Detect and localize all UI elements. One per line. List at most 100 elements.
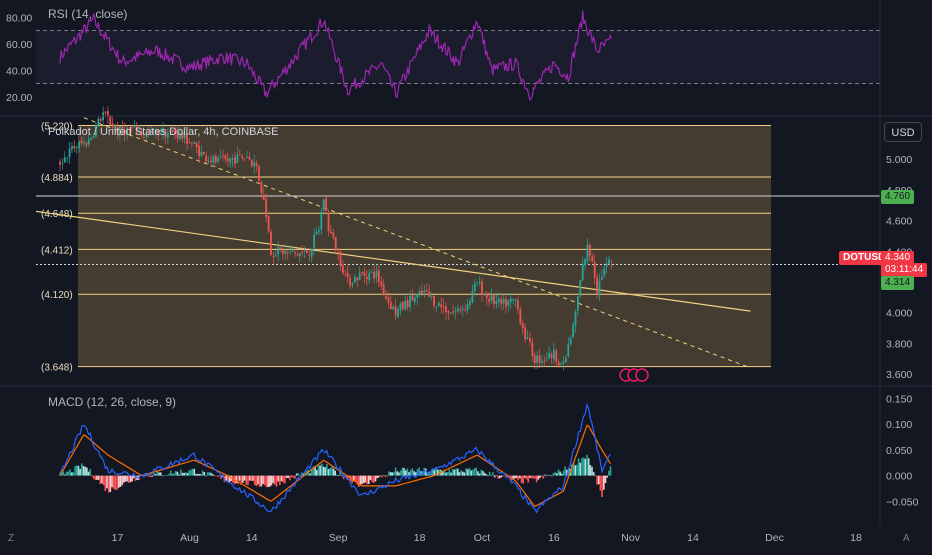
price-legend[interactable]: Polkadot / United States Dollar, 4h, COI… [48,126,279,138]
candle-body [353,276,356,283]
rsi-legend[interactable]: RSI (14, close) [48,7,128,21]
candle-body [344,273,347,275]
macd-histogram-bar [77,465,80,476]
candle-body [524,327,527,340]
candle-body [543,360,546,362]
candle-body [92,136,95,138]
macd-histogram-bar [263,475,266,486]
macd-tick-label: 0.100 [886,419,912,431]
candle-body [277,246,280,255]
macd-histogram-bar [302,473,305,476]
macd-histogram-bar [80,463,83,476]
macd-histogram-bar [196,473,199,476]
macd-histogram-bar [483,472,486,476]
macd-histogram-bar [203,471,206,476]
macd-histogram-bar [539,475,541,478]
macd-histogram-bar [567,467,570,476]
macd-histogram-bar [376,475,378,479]
macd-histogram-bar [602,475,605,490]
macd-histogram-bar [388,471,390,476]
candle-body [325,197,328,212]
macd-histogram-bar [527,475,530,483]
macd-histogram-bar [482,470,484,476]
macd-histogram-bar [112,475,115,489]
macd-histogram-bar [290,475,293,477]
macd-histogram-bar [522,475,525,484]
candle-body [246,157,248,158]
macd-histogram-bar [272,475,274,484]
candle-body [95,125,97,137]
price-pane: (5.220)(4.884)(4.648)(4.412)(4.120)(3.64… [35,106,912,382]
macd-histogram-bar [478,473,481,476]
macd-legend[interactable]: MACD (12, 26, close, 9) [48,395,177,409]
candle-body [152,132,155,134]
macd-histogram-bar [534,475,536,479]
price-tick-label: 5.000 [886,154,912,166]
candle-body [553,349,555,360]
candle-body [315,231,318,235]
candle-body [586,244,589,261]
macd-pane: 0.150 0.100 0.050 0.000 −0.050 [59,393,919,514]
time-tick-label: 18 [850,532,862,544]
candle-body [608,259,610,265]
macd-histogram-bar [127,475,130,483]
candle-body [298,252,301,257]
time-tick-label: 17 [112,532,124,544]
candle-body [291,250,294,252]
candle-body [339,251,342,267]
macd-histogram-bar [549,475,551,476]
macd-histogram-bar [435,468,437,476]
currency-button[interactable]: USD [884,122,922,142]
candle-body [457,308,459,311]
candle-body [99,118,102,121]
candle-body [433,295,435,306]
macd-histogram-bar [124,475,127,482]
macd-histogram-bar [470,470,472,476]
candle-body [557,362,560,366]
candle-body [464,309,467,311]
macd-histogram-bar [279,475,281,486]
candle-body [569,338,572,345]
macd-histogram-bar [359,475,362,486]
candle-body [265,199,268,218]
macd-histogram-bar [163,475,165,476]
fib-level-label: (4.412) [41,245,73,256]
candle-body [521,322,524,329]
macd-histogram-bar [468,467,471,476]
macd-histogram-bar [381,475,384,478]
macd-histogram-bar [70,472,73,476]
macd-histogram-bar [574,465,577,476]
macd-histogram-bar [280,475,283,482]
candle-body [413,297,416,303]
candle-body [243,158,246,160]
trend-line [35,210,751,312]
macd-line [59,402,611,514]
macd-histogram-bar [537,475,540,480]
macd-histogram-bar [297,473,300,476]
macd-histogram-bar [220,475,222,479]
candle-body [250,159,253,166]
macd-histogram-bar [104,475,107,492]
candle-body [529,338,531,343]
rsi-tick-label: 40.00 [6,65,32,77]
macd-histogram-bar [225,475,227,482]
candle-body [564,357,567,363]
macd-histogram-bar [327,469,330,476]
candle-body [193,142,196,144]
macd-histogram-bar [146,475,149,477]
rsi-band-fill [36,30,880,84]
macd-histogram-bar [596,475,598,485]
candle-body [159,133,162,135]
candle-body [313,234,316,248]
candle-body [226,158,229,161]
macd-histogram-bar [473,468,476,476]
macd-histogram-bar [111,475,113,488]
macd-histogram-bar [391,472,394,476]
candle-body [500,299,503,304]
macd-histogram-bar [448,469,451,476]
candle-body [409,295,411,307]
candle-body [404,300,407,310]
candle-body [255,163,258,167]
